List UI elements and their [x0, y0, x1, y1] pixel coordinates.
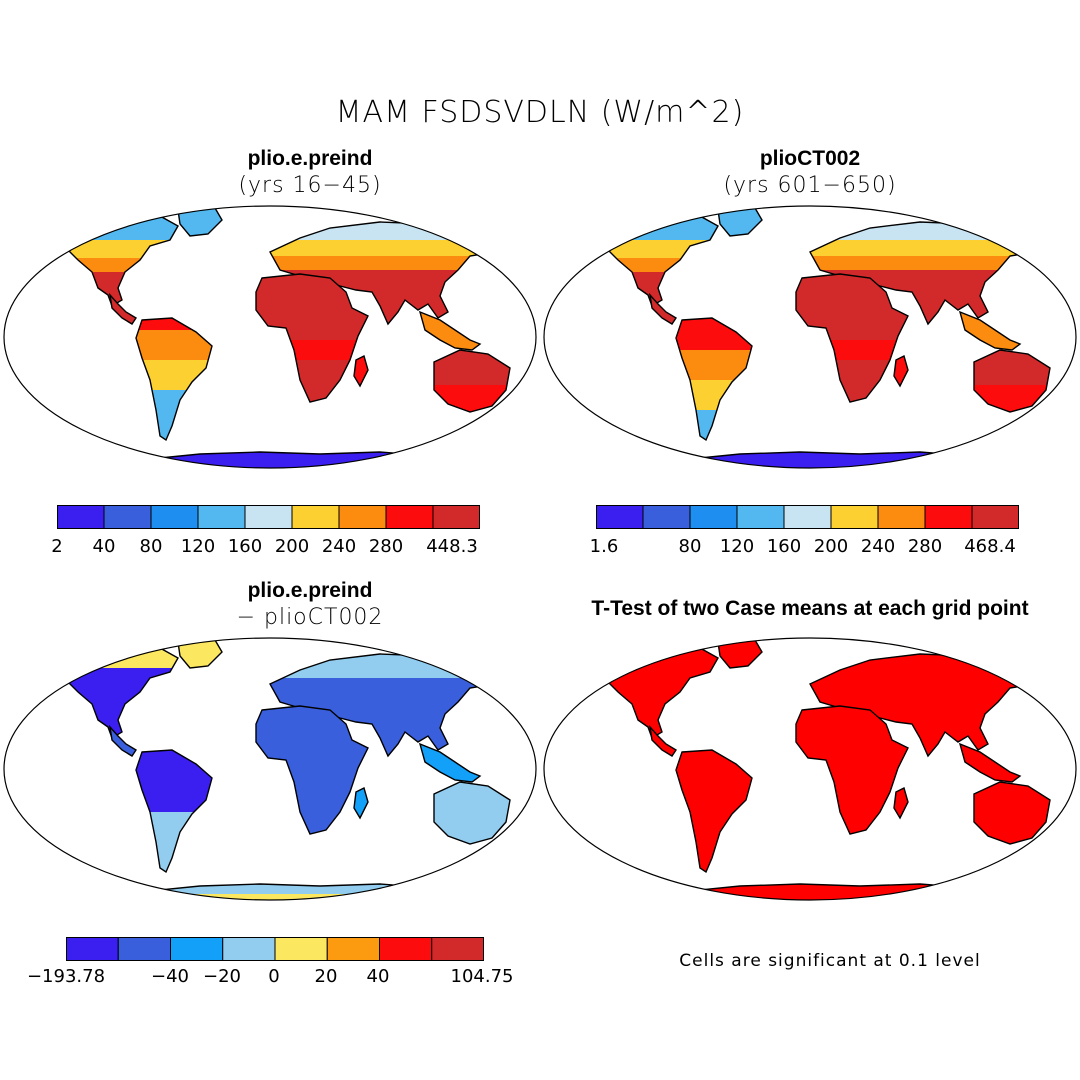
colorbar-box: [170, 937, 224, 961]
cb1-label: 40: [92, 536, 116, 557]
colorbar-box: [291, 505, 340, 529]
colorbar-box: [117, 937, 171, 961]
cb2-label: 1.6: [589, 536, 619, 557]
coastline-sa: [675, 317, 753, 442]
panel-1-title: plio.e.preind: [247, 147, 373, 170]
coastline-seasia: [418, 742, 482, 783]
cb1-label: 120: [180, 536, 216, 557]
map-panel-4: [543, 637, 1077, 901]
coastline-madagascar: [353, 354, 369, 388]
coastline-australia: [433, 349, 511, 413]
cb3-label: 20: [314, 966, 338, 987]
coastline-seasia: [958, 742, 1022, 783]
cb1-label: 200: [274, 536, 310, 557]
coastline-australia: [433, 781, 511, 845]
coastline-madagascar: [893, 786, 909, 820]
cb2-label: 468.4: [964, 536, 1016, 557]
panel-3-title: plio.e.preind: [247, 579, 373, 602]
map-frame: [3, 637, 537, 901]
cb1-label: 2: [51, 536, 63, 557]
colorbar-box: [877, 505, 926, 529]
colorbar-box: [736, 505, 785, 529]
coastline-antarctica: [103, 451, 462, 468]
colorbar-box: [689, 505, 738, 529]
map-frame: [543, 637, 1077, 901]
map-panel-3: [3, 637, 537, 901]
colorbar-box: [596, 505, 644, 529]
coastline-madagascar: [353, 786, 369, 820]
coastline-antarctica: [103, 883, 462, 900]
map-panel-2: [543, 205, 1077, 469]
colorbar-box: [150, 505, 199, 529]
colorbar-box: [244, 505, 293, 529]
cb1-label: 448.3: [426, 536, 478, 557]
panel-3-subtitle: − plioCT002: [236, 605, 384, 630]
cb2-label: 240: [860, 536, 896, 557]
coastline-antarctica: [643, 883, 1002, 900]
colorbar-box: [103, 505, 152, 529]
cb2-label: 200: [813, 536, 849, 557]
cb2-label: 280: [907, 536, 943, 557]
panel-4-title: T-Test of two Case means at each grid po…: [591, 597, 1029, 620]
colorbar-1: [57, 505, 480, 529]
coastline-antarctica: [643, 451, 1002, 468]
map-frame: [3, 205, 537, 469]
cb3-label: 40: [366, 966, 390, 987]
cb2-label: 160: [766, 536, 802, 557]
colorbar-box: [431, 937, 484, 961]
cb3-label: −193.78: [26, 966, 106, 987]
colorbar-box: [385, 505, 434, 529]
coastline-madagascar: [893, 354, 909, 388]
colorbar-box: [222, 937, 276, 961]
coastline-sa: [135, 749, 213, 874]
cb2-label: 120: [719, 536, 755, 557]
panel-2-subtitle: (yrs 601−650): [723, 173, 897, 198]
panel-2-title: plioCT002: [759, 147, 861, 170]
cb3-label: 0: [268, 966, 280, 987]
significance-note: Cells are significant at 0.1 level: [679, 951, 981, 971]
coastline-cam: [648, 724, 677, 757]
figure-title: MAM FSDSVDLN (W/m^2): [335, 95, 745, 130]
colorbar-box: [326, 937, 380, 961]
cb2-label: 80: [678, 536, 702, 557]
colorbar-box: [432, 505, 480, 529]
coastline-cam: [108, 292, 137, 325]
cb1-label: 160: [227, 536, 263, 557]
cb3-label: −20: [203, 966, 241, 987]
cb1-label: 280: [368, 536, 404, 557]
cb3-label: −40: [151, 966, 189, 987]
colorbar-box: [197, 505, 246, 529]
colorbar-2: [596, 505, 1019, 529]
coastline-sa: [675, 749, 753, 874]
colorbar-box: [57, 505, 105, 529]
coastline-seasia: [958, 310, 1022, 351]
panel-1-subtitle: (yrs 16−45): [238, 173, 382, 198]
cb3-label: 104.75: [450, 966, 514, 987]
colorbar-box: [830, 505, 879, 529]
colorbar-box: [924, 505, 973, 529]
coastline-africa: [255, 705, 369, 835]
coastline-australia: [973, 781, 1051, 845]
coastline-australia: [973, 349, 1051, 413]
colorbar-box: [642, 505, 691, 529]
coastline-cam: [108, 724, 137, 757]
coastline-africa: [795, 273, 909, 403]
coastline-africa: [795, 705, 909, 835]
colorbar-box: [379, 937, 433, 961]
coastline-africa: [255, 273, 369, 403]
coastline-sa: [135, 317, 213, 442]
colorbar-box: [66, 937, 119, 961]
colorbar-box: [274, 937, 328, 961]
cb1-label: 240: [321, 536, 357, 557]
map-panel-1: [3, 205, 537, 469]
colorbar-box: [783, 505, 832, 529]
coastline-cam: [648, 292, 677, 325]
map-frame: [543, 205, 1077, 469]
colorbar-box: [971, 505, 1019, 529]
coastline-seasia: [418, 310, 482, 351]
colorbar-box: [338, 505, 387, 529]
cb1-label: 80: [139, 536, 163, 557]
colorbar-3: [66, 937, 484, 961]
